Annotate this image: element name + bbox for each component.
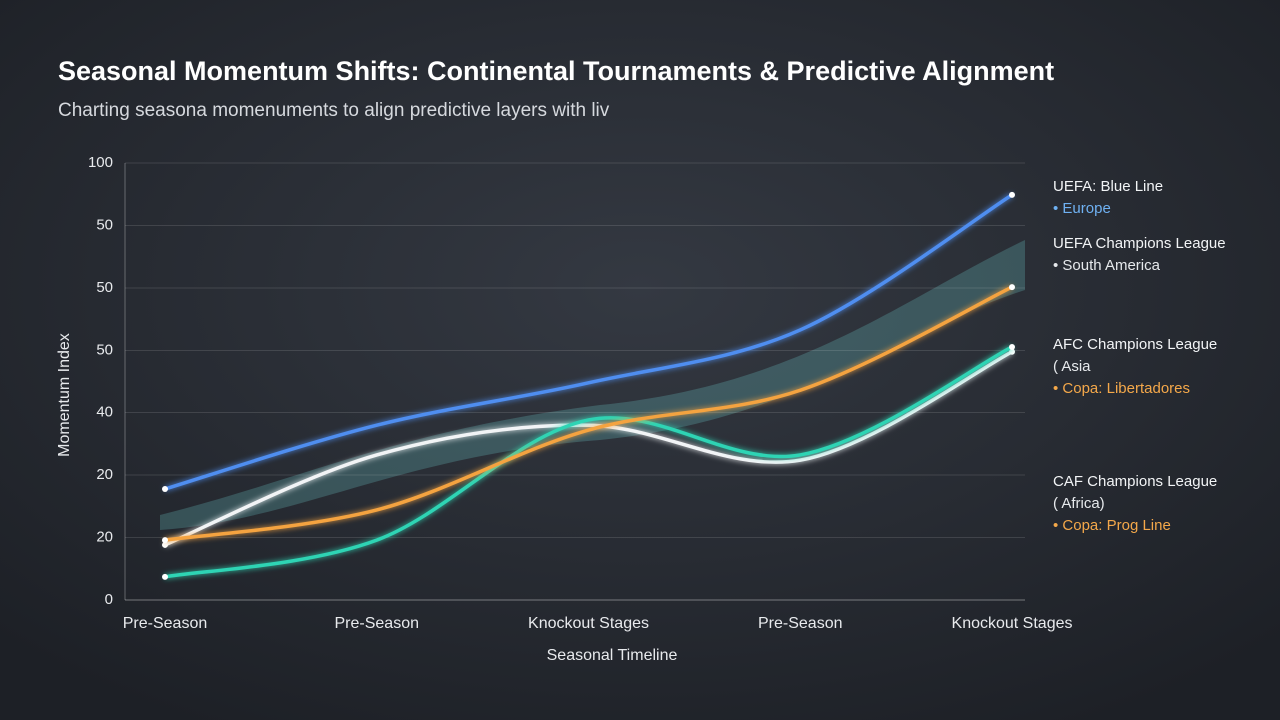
legend-note: ( Africa) xyxy=(1053,495,1105,512)
chart-title: Seasonal Momentum Shifts: Continental To… xyxy=(58,56,1054,86)
series-line xyxy=(164,350,1013,547)
legend-note: • South America xyxy=(1053,257,1161,274)
point xyxy=(162,537,168,544)
legend-note: ( Asia xyxy=(1053,358,1091,375)
legend-label: CAF Champions League xyxy=(1053,473,1217,490)
series-line xyxy=(164,285,1013,542)
y-tick-label: 100 xyxy=(88,154,113,171)
legend-label: UEFA: Blue Line xyxy=(1053,178,1163,195)
point xyxy=(1009,348,1015,355)
y-tick-label: 20 xyxy=(96,466,113,483)
point xyxy=(162,541,168,548)
y-tick-label: 50 xyxy=(96,279,113,296)
point xyxy=(1009,284,1015,291)
x-tick-label: Pre-Season xyxy=(335,615,420,632)
y-tick-label: 50 xyxy=(96,341,113,358)
point xyxy=(1009,343,1015,350)
point xyxy=(162,573,168,580)
prediction-band xyxy=(160,240,1025,530)
x-tick-label: Pre-Season xyxy=(758,615,843,632)
legend-label: UEFA Champions League xyxy=(1053,235,1226,252)
y-tick-label: 0 xyxy=(105,591,113,608)
x-axis-label: Seasonal Timeline xyxy=(547,647,678,664)
series-line xyxy=(164,345,1013,579)
y-axis-label: Momentum Index xyxy=(56,333,73,457)
legend-note: • Europe xyxy=(1053,200,1111,217)
x-tick-label: Pre-Season xyxy=(123,615,208,632)
x-tick-label: Knockout Stages xyxy=(528,615,649,632)
legend-label: AFC Champions League xyxy=(1053,336,1217,353)
chart-subtitle: Charting seasona momenuments to align pr… xyxy=(58,100,610,121)
legend-note: • Copa: Libertadores xyxy=(1053,380,1190,397)
y-tick-label: 20 xyxy=(96,528,113,545)
x-tick-label: Knockout Stages xyxy=(952,615,1073,632)
point xyxy=(1009,191,1015,198)
series-line xyxy=(164,193,1013,491)
legend-note: • Copa: Prog Line xyxy=(1053,517,1171,534)
y-tick-label: 50 xyxy=(96,216,113,233)
point xyxy=(162,486,168,493)
y-tick-label: 40 xyxy=(96,403,113,420)
